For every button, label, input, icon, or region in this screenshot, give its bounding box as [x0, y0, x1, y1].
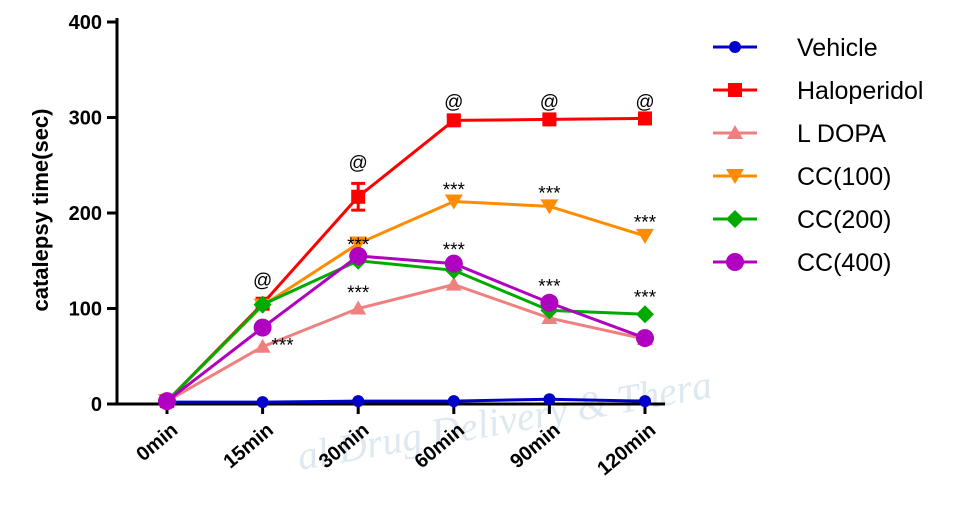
annotation-label: @	[540, 92, 559, 113]
data-point	[636, 305, 654, 324]
data-point	[445, 276, 462, 291]
data-point	[349, 246, 368, 265]
legend-swatch-marker	[727, 125, 743, 139]
data-point	[253, 295, 272, 314]
legend-item: CC(200)	[713, 206, 891, 234]
series-cc-100	[158, 194, 654, 410]
data-point	[352, 395, 365, 408]
y-tick-label: 100	[69, 299, 102, 321]
annotation-label: @	[253, 271, 272, 292]
legend-label: CC(200)	[797, 206, 891, 234]
series-line	[167, 397, 646, 404]
series-line	[165, 200, 646, 403]
y-tick-label: 0	[91, 394, 102, 416]
legend-label: L DOPA	[797, 120, 886, 148]
data-point	[540, 199, 559, 215]
annotation-label: ***	[634, 288, 657, 309]
legend-label: CC(100)	[797, 163, 891, 191]
x-tick-label: 15min	[219, 419, 277, 473]
legend-swatch-marker	[726, 210, 744, 228]
series-line	[166, 283, 646, 403]
annotation-label: ***	[347, 283, 370, 304]
data-point	[349, 236, 368, 252]
data-point	[444, 254, 463, 273]
annotation-label: ***	[443, 180, 466, 201]
annotation-label: ***	[634, 212, 657, 233]
data-point	[444, 194, 463, 210]
legend-swatch-marker	[726, 169, 744, 184]
legend-item: CC(100)	[713, 163, 891, 191]
x-tick-label: 0min	[132, 419, 182, 466]
legend-swatch-marker	[726, 253, 744, 271]
legend-label: CC(400)	[797, 249, 891, 277]
legend: Vehicle Haloperidol L DOPA CC(100) CC(200) CC…	[713, 34, 923, 277]
annotation-label: @	[349, 153, 368, 174]
legend-item: CC(400)	[713, 249, 891, 277]
data-point	[158, 392, 176, 411]
data-point	[253, 318, 272, 337]
series-layer	[158, 111, 654, 411]
data-point	[256, 396, 269, 409]
data-point	[447, 395, 460, 408]
annotation-label: ***	[538, 184, 561, 205]
annotation-label: @	[444, 92, 463, 113]
data-point	[254, 338, 271, 353]
annotation-label: ***	[538, 276, 561, 297]
annotation-label: @	[635, 92, 654, 113]
legend-item: Vehicle	[713, 34, 878, 62]
legend-swatch-marker	[728, 83, 742, 97]
data-point	[540, 293, 559, 312]
data-point	[351, 189, 366, 204]
data-point	[636, 228, 654, 244]
y-tick-label: 200	[69, 203, 102, 225]
data-point	[638, 111, 652, 126]
y-tick-label: 300	[69, 108, 102, 130]
x-tick-label: 120min	[593, 419, 660, 480]
legend-item: L DOPA	[713, 120, 886, 148]
legend-item: Haloperidol	[713, 77, 923, 105]
data-point	[636, 329, 654, 348]
annotation-label: ***	[347, 235, 370, 256]
annotation-layer: @ @ @ @ @ *** *** *** *** *** *** *** *** ***	[253, 92, 657, 357]
y-ticks: 0 100 200 300 400	[69, 12, 117, 416]
annotation-label: ***	[443, 240, 466, 261]
legend-label: Vehicle	[797, 34, 878, 62]
data-point	[542, 112, 557, 127]
annotation-label: ***	[272, 335, 295, 356]
legend-label: Haloperidol	[797, 77, 923, 105]
axes	[115, 18, 665, 406]
data-point	[446, 113, 461, 128]
legend-swatch-marker	[729, 41, 741, 53]
series-cc-400	[158, 246, 654, 411]
y-tick-label: 400	[69, 12, 102, 34]
y-axis-label: catalepsy time(sec)	[28, 109, 53, 312]
data-point	[350, 300, 367, 315]
series-line	[166, 254, 646, 403]
series-line	[165, 259, 646, 403]
data-point	[639, 395, 651, 408]
data-point	[543, 393, 556, 406]
